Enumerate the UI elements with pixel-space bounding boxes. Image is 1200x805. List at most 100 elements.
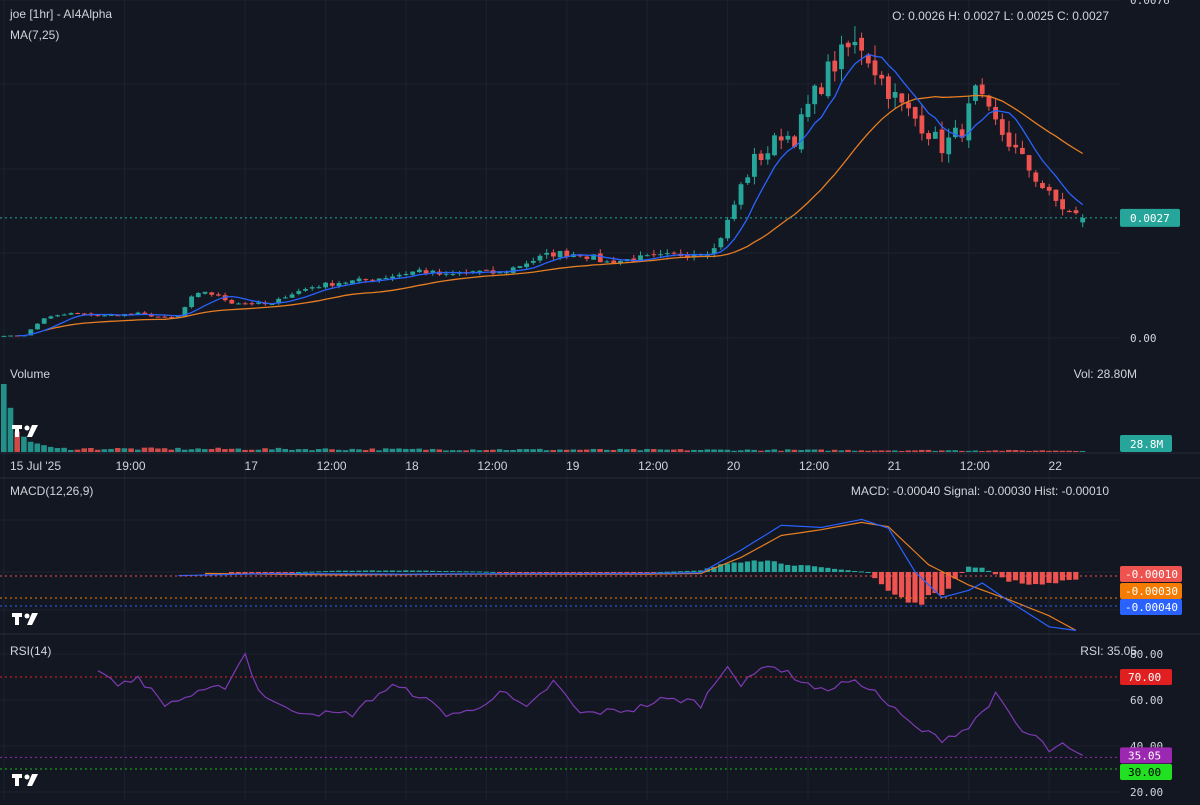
candle-body[interactable] (289, 294, 295, 298)
candle-body[interactable] (95, 315, 101, 317)
macd-panel[interactable]: -0.00010 -0.00030 -0.00040 (0, 518, 1182, 631)
candle-body[interactable] (973, 85, 978, 101)
candle-body[interactable] (725, 219, 730, 239)
candle-body[interactable] (879, 74, 885, 79)
candle-body[interactable] (169, 316, 174, 318)
candle-body[interactable] (711, 248, 717, 254)
candle-body[interactable] (329, 283, 335, 286)
candle-body[interactable] (912, 107, 918, 119)
candle-body[interactable] (189, 296, 194, 308)
candle-body[interactable] (886, 76, 891, 99)
candle-body[interactable] (651, 254, 657, 256)
candle-body[interactable] (966, 103, 972, 141)
candle-body[interactable] (644, 255, 650, 257)
candle-body[interactable] (202, 291, 208, 294)
candle-body[interactable] (986, 95, 992, 107)
candle-body[interactable] (812, 85, 818, 105)
candle-body[interactable] (691, 254, 697, 258)
candle-body[interactable] (296, 291, 302, 294)
candle-body[interactable] (664, 253, 670, 255)
candle-body[interactable] (798, 114, 804, 150)
candle-body[interactable] (517, 266, 523, 268)
candle-body[interactable] (316, 287, 322, 289)
candle-body[interactable] (953, 127, 958, 138)
candle-body[interactable] (865, 54, 871, 64)
candle-body[interactable] (825, 61, 831, 97)
candle-body[interactable] (383, 278, 389, 280)
candle-body[interactable] (537, 255, 543, 261)
candle-body[interactable] (8, 335, 14, 337)
candle-body[interactable] (323, 282, 328, 288)
candle-body[interactable] (430, 270, 436, 273)
candle-body[interactable] (350, 280, 355, 284)
candle-body[interactable] (108, 314, 114, 316)
candle-body[interactable] (1060, 199, 1065, 210)
candle-body[interactable] (269, 303, 275, 305)
candle-body[interactable] (61, 314, 67, 316)
candle-body[interactable] (685, 255, 690, 258)
candle-body[interactable] (738, 184, 744, 205)
candle-body[interactable] (68, 313, 74, 315)
candle-body[interactable] (745, 177, 751, 183)
candle-body[interactable] (758, 153, 764, 161)
candle-body[interactable] (671, 252, 677, 254)
candle-body[interactable] (1026, 155, 1032, 171)
candle-body[interactable] (557, 251, 563, 258)
candle-body[interactable] (819, 87, 824, 95)
candle-body[interactable] (872, 60, 878, 76)
candle-body[interactable] (785, 135, 791, 140)
candle-body[interactable] (979, 84, 985, 95)
candle-body[interactable] (236, 303, 241, 305)
candle-body[interactable] (249, 303, 255, 305)
candle-body[interactable] (55, 315, 60, 317)
candle-body[interactable] (892, 92, 898, 98)
candle-body[interactable] (417, 269, 422, 273)
candle-body[interactable] (182, 307, 188, 317)
candle-body[interactable] (484, 269, 489, 271)
candle-body[interactable] (155, 316, 161, 318)
candle-body[interactable] (999, 119, 1005, 135)
candle-body[interactable] (450, 273, 456, 275)
candle-body[interactable] (752, 153, 757, 177)
candle-body[interactable] (390, 276, 395, 279)
candle-body[interactable] (551, 252, 556, 257)
candle-body[interactable] (932, 131, 938, 139)
candle-body[interactable] (959, 129, 965, 138)
candle-body[interactable] (102, 315, 107, 317)
candle-body[interactable] (35, 323, 40, 330)
candle-body[interactable] (376, 278, 382, 281)
candle-body[interactable] (577, 255, 583, 257)
candle-body[interactable] (195, 293, 201, 298)
candle-body[interactable] (946, 137, 952, 155)
candle-body[interactable] (604, 261, 610, 263)
candle-body[interactable] (765, 153, 771, 160)
candle-body[interactable] (175, 316, 181, 318)
volume-panel[interactable]: 28.8M (1, 384, 1172, 452)
candle-body[interactable] (242, 303, 248, 305)
candle-body[interactable] (530, 260, 536, 263)
candle-body[interactable] (477, 270, 483, 272)
candle-body[interactable] (142, 312, 148, 315)
candle-body[interactable] (524, 263, 529, 268)
candle-body[interactable] (370, 279, 375, 281)
candle-body[interactable] (1080, 217, 1086, 223)
candle-body[interactable] (852, 41, 858, 46)
candle-body[interactable] (1, 335, 7, 337)
candle-body[interactable] (718, 238, 724, 248)
candle-body[interactable] (772, 135, 777, 156)
candle-body[interactable] (162, 316, 168, 318)
candle-body[interactable] (1073, 210, 1079, 214)
candle-body[interactable] (28, 329, 34, 336)
candle-body[interactable] (618, 260, 623, 263)
candle-body[interactable] (899, 93, 905, 103)
candle-body[interactable] (135, 312, 141, 315)
tradingview-logo-icon[interactable] (12, 613, 38, 625)
candle-body[interactable] (128, 313, 134, 315)
candle-body[interactable] (209, 292, 215, 295)
candle-body[interactable] (403, 274, 409, 276)
candle-body[interactable] (993, 107, 998, 120)
candle-body[interactable] (1033, 172, 1039, 182)
candle-body[interactable] (356, 278, 362, 282)
